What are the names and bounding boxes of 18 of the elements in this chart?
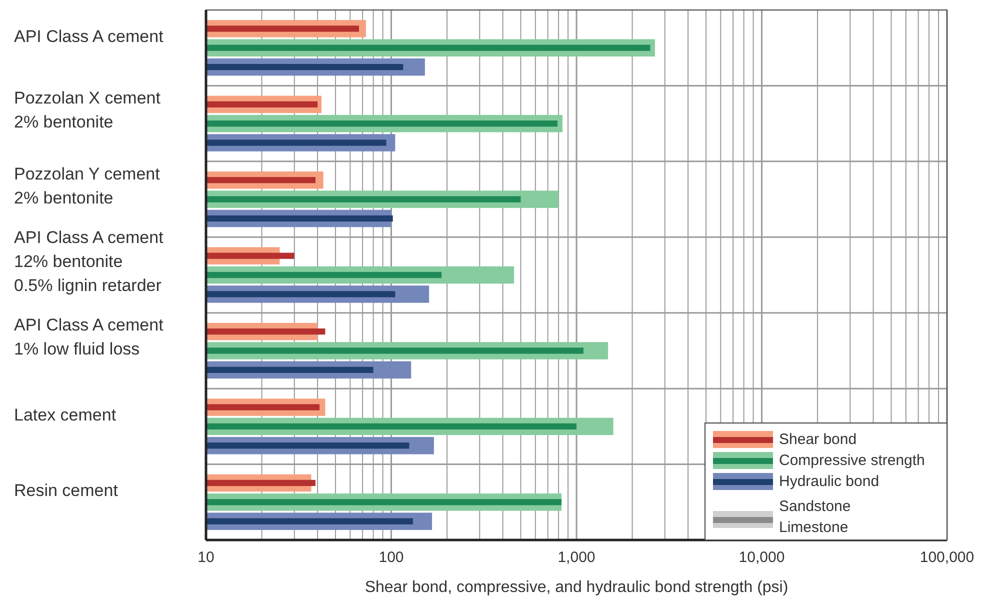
y-tick-label: API Class A cement 1% low fluid loss [14,316,164,360]
y-tick-label: Pozzolan X cement 2% bentonite [14,89,161,132]
legend-label: Shear bond [779,430,857,448]
y-tick-label: Resin cement [14,482,118,501]
x-axis-title: Shear bond, compressive, and hydraulic bond strength (psi) [364,579,788,596]
legend-label: Compressive strength [779,452,925,469]
y-tick-label: API Class A cement 12% bentonite 0.5% lignin retarder [14,228,164,296]
x-tick-label: 10,000 [738,549,785,566]
x-tick-label: 100 [378,549,404,566]
y-tick-label: Pozzolan Y cement 2% bentonite [14,164,160,208]
legend-label: Hydraulic bond [779,472,880,490]
x-tick-label: 1,000 [558,549,596,566]
x-tick-label: 100,000 [920,549,974,566]
y-tick-label: Latex cement [14,406,116,425]
annotation: Limestone [779,518,848,536]
annotation: Sandstone [779,498,851,515]
x-tick-label: 10 [198,549,214,566]
y-tick-label: API Class A cement [14,27,164,46]
